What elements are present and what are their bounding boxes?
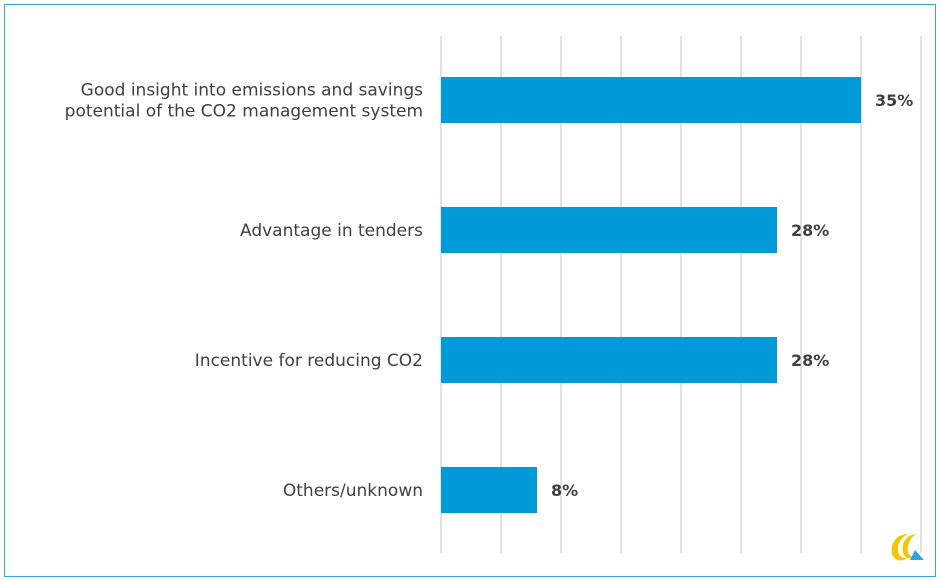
value-label: 35% [875, 91, 913, 110]
category-label: Incentive for reducing CO2 [195, 351, 423, 371]
value-label: 28% [791, 351, 829, 370]
bars [441, 77, 861, 513]
category-labels: Good insight into emissions and savingsp… [65, 81, 423, 502]
bar [441, 467, 537, 513]
value-label: 8% [551, 481, 578, 500]
bar [441, 207, 777, 253]
bar [441, 77, 861, 123]
value-labels: 35% 28% 28% 8% [551, 91, 913, 500]
category-label: Others/unknown [283, 481, 423, 501]
category-label: Good insight into emissions and savings [81, 81, 423, 101]
value-label: 28% [791, 221, 829, 240]
category-label: potential of the CO2 management system [65, 102, 423, 122]
category-label: Advantage in tenders [240, 221, 423, 241]
brand-logo-icon [891, 534, 924, 561]
bar [441, 337, 777, 383]
